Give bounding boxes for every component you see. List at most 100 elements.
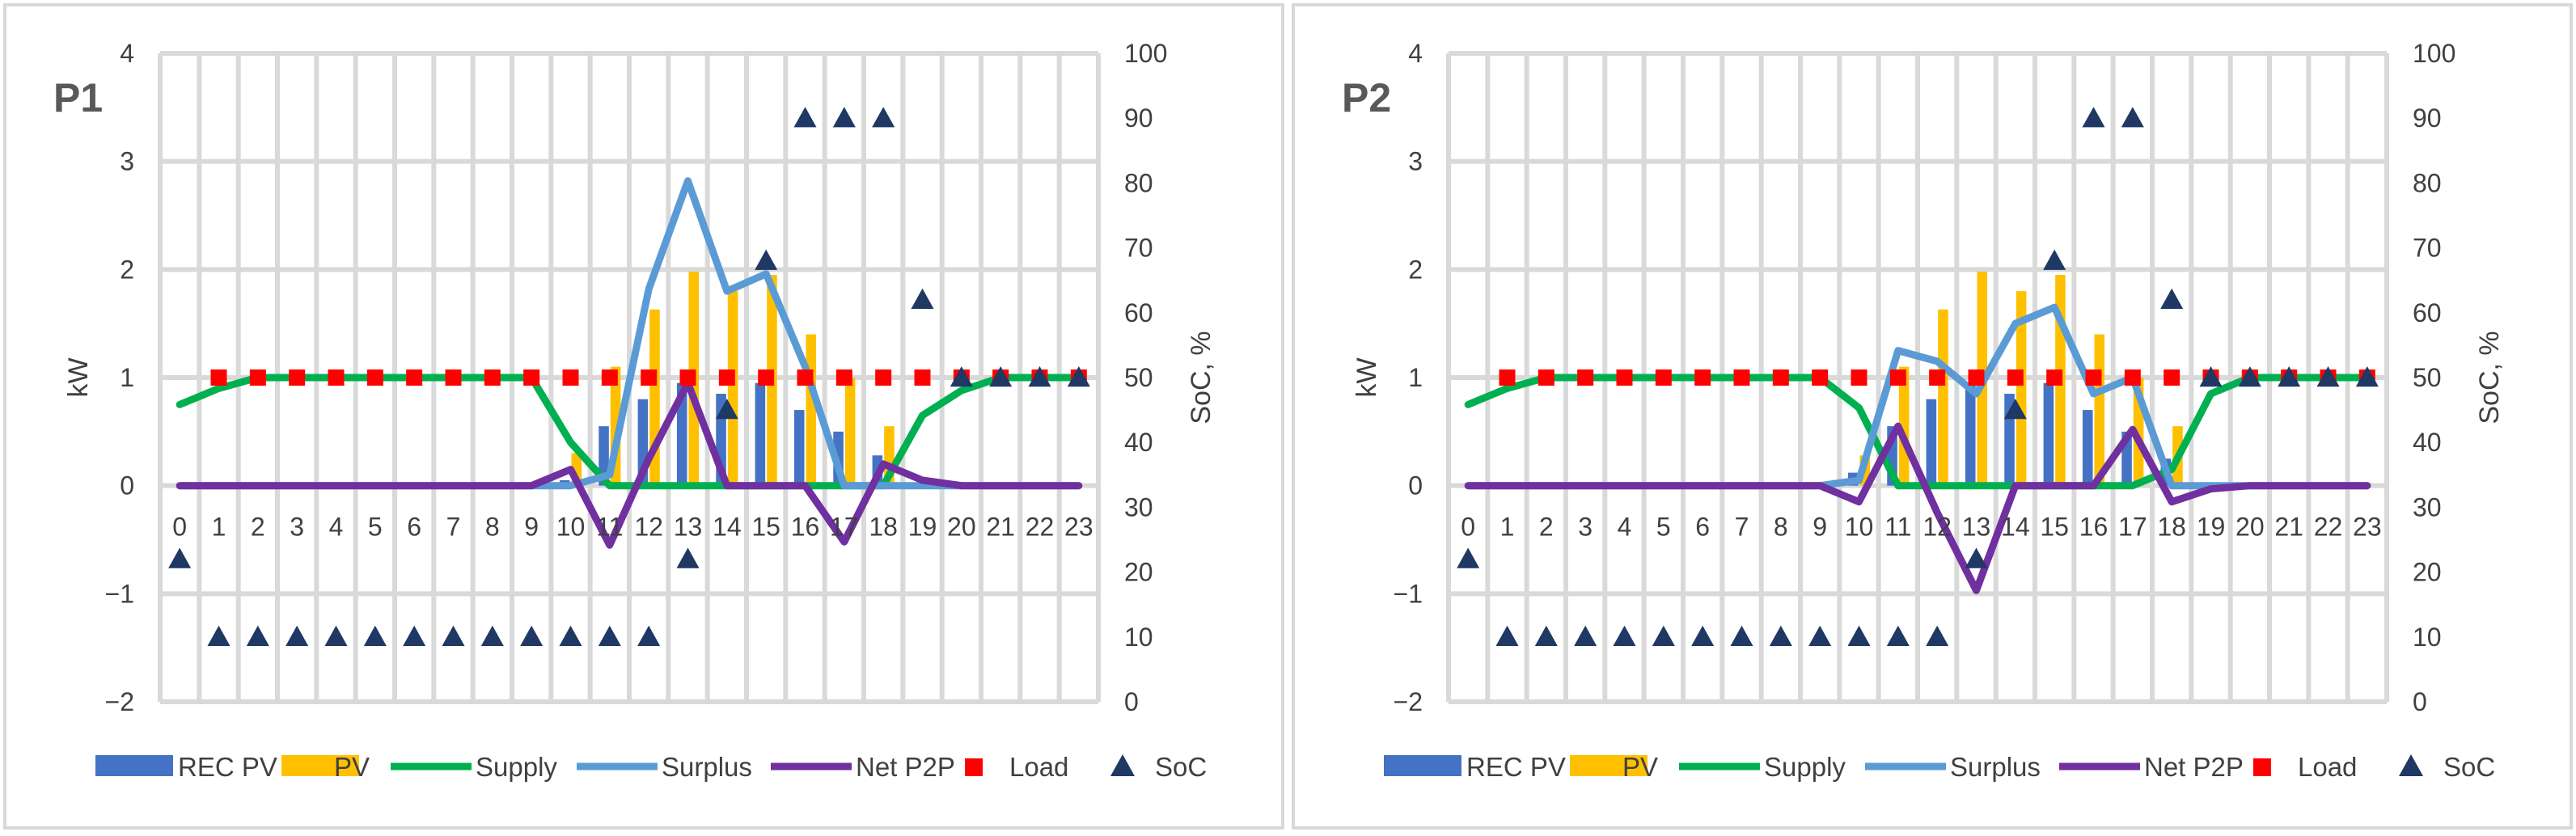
x-tick-label: 14 — [2001, 513, 2030, 542]
y2-tick-label: 0 — [1124, 687, 1139, 716]
load-marker — [1889, 369, 1906, 386]
legend-label: Supply — [1764, 752, 1846, 782]
x-tick-label: 21 — [986, 513, 1015, 542]
y-tick-label: 0 — [120, 471, 134, 500]
soc-marker — [911, 288, 934, 309]
x-tick-label: 15 — [2040, 513, 2069, 542]
load-marker — [875, 369, 892, 386]
soc-marker — [1926, 625, 1949, 646]
legend-item-surplus: Surplus — [577, 752, 752, 782]
y-tick-label: 2 — [120, 255, 134, 284]
soc-marker — [1886, 625, 1910, 646]
soc-marker — [676, 547, 700, 568]
line-net-p2p — [176, 379, 1083, 549]
y2-axis-title: SoC, % — [2474, 331, 2505, 424]
soc-marker — [559, 625, 582, 646]
line-net-p2p — [1464, 422, 2371, 594]
legend-item-surplus: Surplus — [1865, 752, 2041, 782]
x-tick-label: 13 — [1962, 513, 1991, 542]
legend-label: SoC — [2443, 752, 2495, 782]
bar-rec-pv — [755, 382, 766, 486]
load-marker — [2085, 369, 2102, 386]
soc-marker — [2199, 366, 2223, 387]
x-tick-label: 1 — [1500, 513, 1515, 542]
soc-marker — [715, 399, 738, 420]
legend-label: REC PV — [178, 752, 277, 782]
y2-tick-label: 60 — [1124, 298, 1153, 327]
legend-label: PV — [1622, 752, 1658, 782]
soc-marker — [286, 625, 309, 646]
y-tick-label: 2 — [1408, 255, 1423, 284]
soc-marker — [246, 625, 269, 646]
soc-marker — [2160, 288, 2184, 309]
x-tick-label: 13 — [674, 513, 703, 542]
load-marker — [1538, 369, 1554, 386]
soc-marker — [480, 625, 504, 646]
legend-swatch — [281, 755, 359, 776]
soc-marker — [1534, 625, 1558, 646]
y-axis-title: kW — [63, 357, 94, 397]
y-tick-label: −1 — [105, 579, 134, 608]
x-tick-label: 6 — [1695, 513, 1710, 542]
soc-marker — [1067, 366, 1090, 387]
legend-item-supply: Supply — [391, 752, 557, 782]
soc-marker — [2121, 107, 2144, 128]
y2-tick-label: 0 — [2413, 687, 2427, 716]
soc-marker — [1028, 366, 1051, 387]
legend-label: Surplus — [1950, 752, 2041, 782]
y2-tick-label: 50 — [1124, 363, 1153, 392]
legend-item-rec-pv: REC PV — [95, 752, 277, 782]
y2-tick-label: 40 — [1124, 428, 1153, 457]
soc-marker — [403, 625, 426, 646]
soc-marker — [1457, 547, 1480, 568]
soc-marker — [2082, 107, 2105, 128]
bar-pv — [844, 378, 856, 486]
soc-marker — [872, 107, 895, 128]
x-tick-label: 19 — [908, 513, 937, 542]
x-tick-label: 5 — [368, 513, 383, 542]
x-tick-label: 8 — [1774, 513, 1788, 542]
y2-tick-label: 70 — [1124, 234, 1153, 263]
y2-tick-label: 100 — [1124, 39, 1167, 68]
soc-marker — [1965, 547, 1988, 568]
x-tick-label: 16 — [791, 513, 820, 542]
x-tick-label: 7 — [1735, 513, 1749, 542]
load-marker — [914, 369, 931, 386]
load-marker — [484, 369, 501, 386]
x-tick-label: 0 — [1461, 513, 1475, 542]
load-marker — [1733, 369, 1750, 386]
legend-label: Surplus — [662, 752, 752, 782]
y-tick-label: 4 — [1408, 39, 1423, 68]
y2-tick-label: 30 — [1124, 492, 1153, 521]
soc-marker — [2043, 249, 2066, 270]
legend-p1: REC PV PV Supply Surplus Net P2P Load SoC — [95, 752, 1207, 782]
x-tick-label: 6 — [407, 513, 421, 542]
soc-marker — [207, 625, 231, 646]
y-tick-label: 3 — [1408, 147, 1423, 176]
soc-marker — [1769, 625, 1792, 646]
y-tick-label: 0 — [1408, 471, 1423, 500]
bar-pv — [1938, 309, 1948, 486]
y2-tick-label: 80 — [2413, 168, 2442, 197]
y2-tick-label: 80 — [1124, 168, 1153, 197]
x-tick-label: 4 — [1618, 513, 1632, 542]
load-marker — [1968, 369, 1985, 386]
bar-rec-pv — [793, 410, 805, 486]
y2-tick-label: 40 — [2413, 428, 2442, 457]
soc-marker — [363, 625, 387, 646]
load-marker — [1851, 369, 1867, 386]
load-marker — [2164, 369, 2181, 386]
x-tick-label: 17 — [2118, 513, 2147, 542]
legend-label: Supply — [476, 752, 557, 782]
load-marker — [2124, 369, 2141, 386]
x-tick-label: 15 — [751, 513, 780, 542]
y-tick-label: 1 — [120, 363, 134, 392]
soc-markers-p1 — [168, 107, 1090, 646]
load-marker — [289, 369, 306, 386]
x-tick-label: 11 — [1884, 513, 1911, 542]
x-tick-label: 20 — [947, 513, 976, 542]
soc-marker — [793, 107, 817, 128]
legend-item-pv: PV — [1570, 752, 1658, 782]
x-tick-label: 3 — [1578, 513, 1593, 542]
